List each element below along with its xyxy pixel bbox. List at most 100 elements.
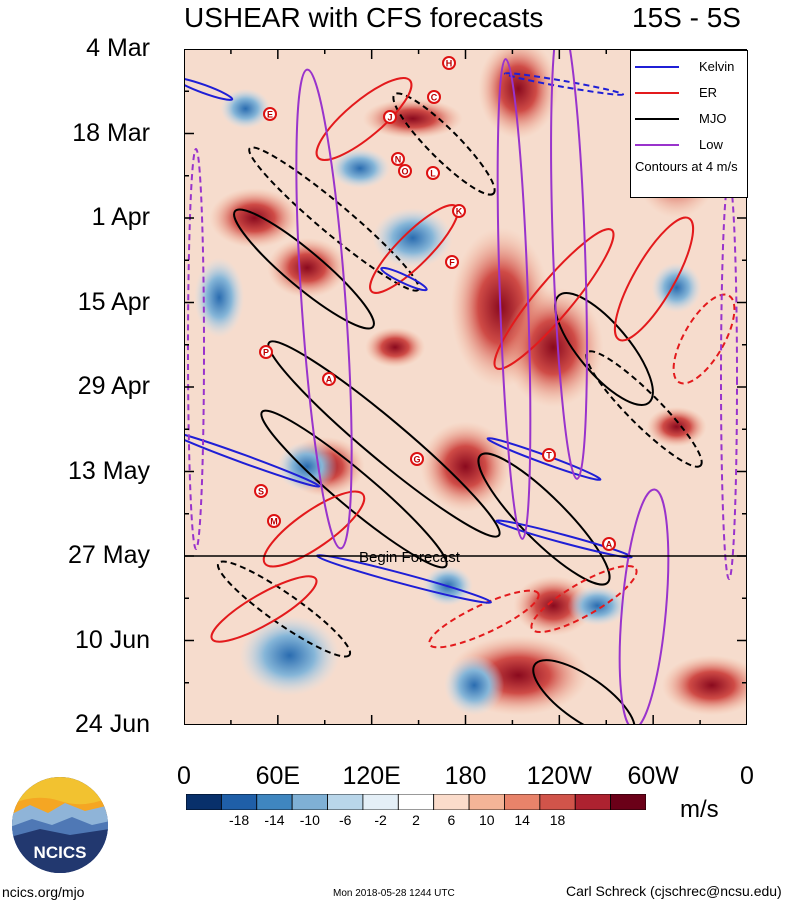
y-tick-label: 13 May xyxy=(68,456,150,485)
low-contour xyxy=(618,488,670,725)
legend-item-low: Low xyxy=(635,137,745,153)
positive-shear-area xyxy=(209,188,300,248)
mjo-contour xyxy=(233,208,375,330)
storm-marker: K xyxy=(452,204,466,218)
site-link[interactable]: ncics.org/mjo xyxy=(2,884,85,900)
wave-contours xyxy=(184,49,738,725)
storm-marker: F xyxy=(445,255,459,269)
colorbar-label: 14 xyxy=(514,812,530,828)
y-tick-label: 18 Mar xyxy=(72,118,150,147)
storm-marker-ring xyxy=(542,448,556,462)
er-contour xyxy=(315,77,413,161)
colorbar-label: 2 xyxy=(412,812,420,828)
negative-shear-area xyxy=(194,257,245,338)
colorbar-swatch xyxy=(610,794,646,810)
mjo-contour xyxy=(260,409,448,569)
storm-marker: E xyxy=(263,107,277,121)
colorbar-swatch xyxy=(327,794,364,810)
author-credit: Carl Schreck (cjschrec@ncsu.edu) xyxy=(566,883,782,899)
kelvin-contour xyxy=(503,72,625,96)
storm-marker-ring xyxy=(452,204,466,218)
legend-item-mjo: MJO xyxy=(635,111,745,127)
x-tick-label: 120W xyxy=(526,762,592,790)
storm-marker: J xyxy=(383,110,397,124)
legend-note: Contours at 4 m/s xyxy=(635,159,738,174)
positive-shear-area xyxy=(646,406,707,447)
colorbar-swatch xyxy=(433,794,470,810)
storm-marker-ring xyxy=(391,152,405,166)
storm-marker-letter: A xyxy=(326,375,333,385)
legend: Kelvin ER MJO Low Contours at 4 m/s xyxy=(630,50,748,198)
colorbar xyxy=(186,794,646,810)
colorbar-swatch xyxy=(397,794,435,810)
storm-markers: H C E J NO L K F P A G S M T A xyxy=(254,56,616,551)
kelvin-contour xyxy=(380,266,428,292)
storm-marker-ring xyxy=(383,110,397,124)
x-tick-label: 60E xyxy=(255,762,301,790)
storm-marker-letter: L xyxy=(430,169,436,179)
colorbar-swatch xyxy=(504,794,541,810)
storm-marker-letter: H xyxy=(446,59,453,69)
mjo-contour xyxy=(267,340,501,538)
mjo-contour xyxy=(477,452,611,586)
storm-marker: L xyxy=(426,166,440,180)
storm-marker-ring xyxy=(263,107,277,121)
er-contour xyxy=(262,490,366,568)
mjo-contour xyxy=(532,659,636,725)
y-tick-label: 4 Mar xyxy=(86,34,150,62)
negative-shear-area xyxy=(444,655,505,716)
storm-marker: M xyxy=(267,514,281,528)
x-tick-label: 120E xyxy=(342,762,401,790)
storm-marker-letter: T xyxy=(546,451,552,461)
y-tick-label: 15 Apr xyxy=(77,287,150,316)
storm-marker-letter: N xyxy=(395,155,402,165)
colorbar-label: -18 xyxy=(228,812,250,828)
storm-marker-letter: K xyxy=(456,207,463,217)
storm-marker: G xyxy=(410,452,424,466)
mjo-contour xyxy=(216,560,352,658)
negative-shear-area xyxy=(239,615,340,696)
er-contour xyxy=(672,293,736,385)
mjo-contour xyxy=(392,92,496,196)
y-tick-label: 10 Jun xyxy=(74,625,150,654)
colorbar-swatch xyxy=(256,794,293,810)
positive-shear-area xyxy=(513,575,594,636)
storm-marker-ring xyxy=(427,90,441,104)
storm-marker-letter: A xyxy=(606,540,613,550)
storm-marker-letter: F xyxy=(449,258,455,268)
storm-marker-letter: M xyxy=(270,517,278,527)
x-tick-label: 60W xyxy=(627,762,679,790)
colorbar-swatch xyxy=(220,794,258,810)
positive-shear-area xyxy=(503,287,604,408)
legend-label-kelvin: Kelvin xyxy=(699,59,735,74)
storm-marker: T xyxy=(542,448,556,462)
storm-marker-ring xyxy=(254,484,268,498)
legend-label-low: Low xyxy=(699,137,723,152)
y-tick-label: 24 Jun xyxy=(74,710,150,738)
er-contour xyxy=(493,228,615,370)
y-tick-label: 29 Apr xyxy=(77,372,150,400)
colorbar-label: -14 xyxy=(264,812,285,828)
colorbar-swatch xyxy=(362,794,399,810)
legend-label-mjo: MJO xyxy=(699,111,727,126)
x-tick-label: 0 xyxy=(740,762,754,790)
positive-shear-area xyxy=(661,655,747,716)
colorbar-label: 6 xyxy=(447,812,456,828)
negative-shear-area xyxy=(567,585,628,626)
colorbar-label: -10 xyxy=(299,812,320,828)
colorbar-swatch xyxy=(291,794,328,810)
legend-swatch-low xyxy=(635,144,679,146)
storm-marker-letter: E xyxy=(267,110,273,120)
legend-swatch-kelvin xyxy=(635,66,679,68)
storm-marker: S xyxy=(254,484,268,498)
colorbar-label: -6 xyxy=(338,812,352,828)
storm-marker-letter: P xyxy=(263,348,269,358)
legend-swatch-mjo xyxy=(635,118,679,120)
storm-marker: O xyxy=(398,164,412,178)
positive-shear-area xyxy=(420,421,511,512)
colorbar-swatch xyxy=(186,794,222,810)
low-contour xyxy=(496,58,532,540)
x-tick-label: 0 xyxy=(177,762,191,790)
storm-marker: A xyxy=(322,372,336,386)
storm-marker: A xyxy=(602,537,616,551)
